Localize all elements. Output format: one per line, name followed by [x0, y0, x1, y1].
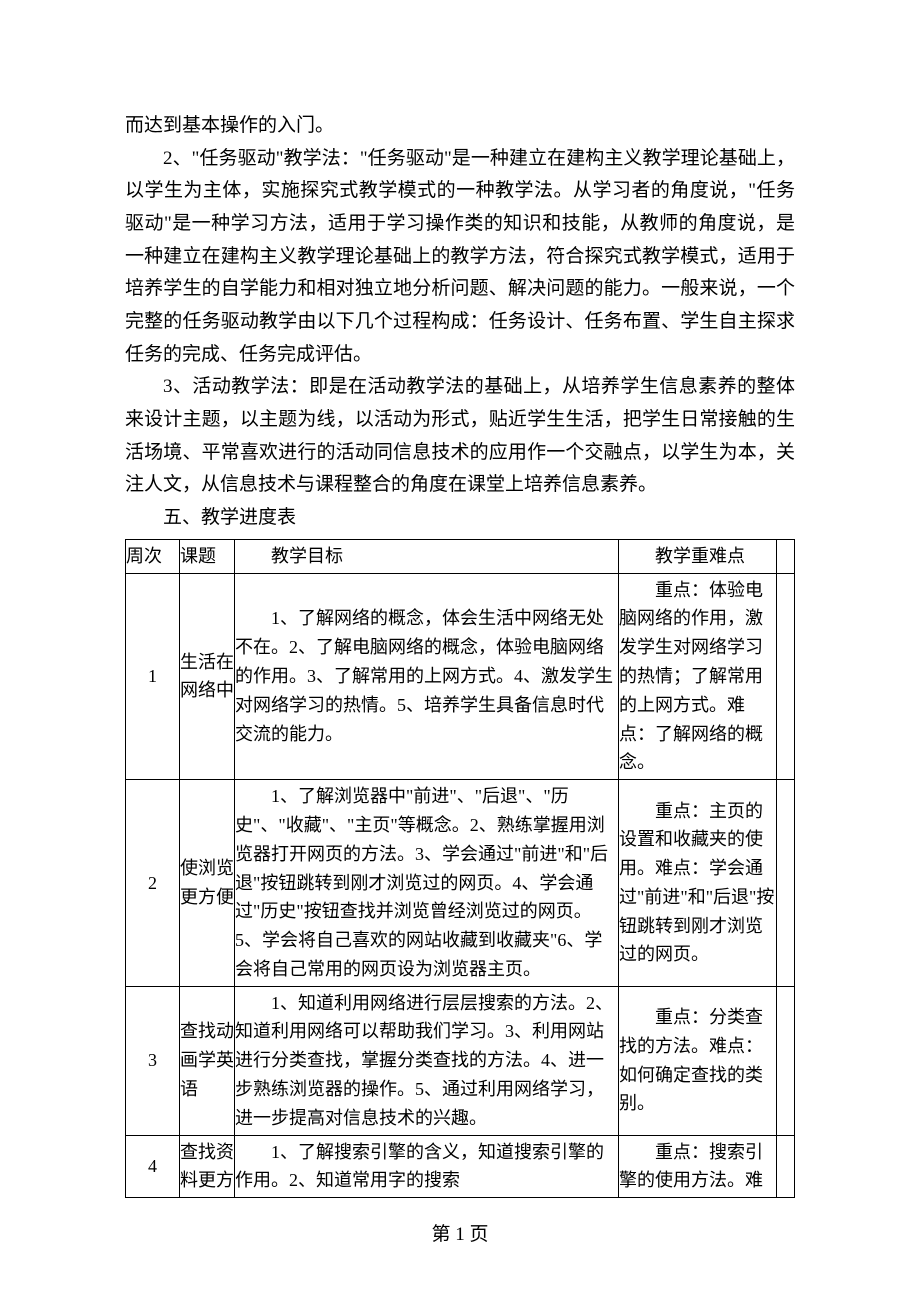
- cell-topic: 查找动画学英语: [180, 986, 235, 1135]
- header-last: [777, 539, 795, 573]
- goal-text: 1、了解浏览器中"前进"、"后退"、"历史"、"收藏"、"主页"等概念。2、熟练…: [235, 782, 618, 984]
- key-text: 重点：搜索引擎的使用方法。难: [619, 1138, 776, 1196]
- table-header-row: 周次 课题 教学目标 教学重难点: [126, 539, 795, 573]
- goal-text: 1、知道利用网络进行层层搜索的方法。2、知道利用网络可以帮助我们学习。3、利用网…: [235, 989, 618, 1133]
- cell-last: [777, 780, 795, 987]
- cell-goal: 1、了解搜索引擎的含义，知道搜索引擎的作用。2、知道常用字的搜索: [235, 1135, 619, 1198]
- table-row: 1 生活在网络中 1、了解网络的概念，体会生活中网络无处不在。2、了解电脑网络的…: [126, 573, 795, 780]
- cell-week: 1: [126, 573, 180, 780]
- section-5-title: 五、教学进度表: [125, 502, 795, 535]
- cell-week: 2: [126, 780, 180, 987]
- cell-topic: 生活在网络中: [180, 573, 235, 780]
- header-topic: 课题: [180, 539, 235, 573]
- schedule-table: 周次 课题 教学目标 教学重难点 1 生活在网络中 1、了解网络的概念，体会生活…: [125, 539, 795, 1199]
- cell-week: 3: [126, 986, 180, 1135]
- table-row: 3 查找动画学英语 1、知道利用网络进行层层搜索的方法。2、知道利用网络可以帮助…: [126, 986, 795, 1135]
- cell-key: 重点：搜索引擎的使用方法。难: [619, 1135, 777, 1198]
- header-key: 教学重难点: [619, 539, 777, 573]
- cell-week: 4: [126, 1135, 180, 1198]
- goal-text: 1、了解搜索引擎的含义，知道搜索引擎的作用。2、知道常用字的搜索: [235, 1138, 618, 1196]
- table-row: 2 使浏览更方便 1、了解浏览器中"前进"、"后退"、"历史"、"收藏"、"主页…: [126, 780, 795, 987]
- table-row: 4 查找资料更方 1、了解搜索引擎的含义，知道搜索引擎的作用。2、知道常用字的搜…: [126, 1135, 795, 1198]
- cell-last: [777, 573, 795, 780]
- cell-goal: 1、了解网络的概念，体会生活中网络无处不在。2、了解电脑网络的概念，体验电脑网络…: [235, 573, 619, 780]
- cell-last: [777, 1135, 795, 1198]
- cell-topic: 查找资料更方: [180, 1135, 235, 1198]
- header-week: 周次: [126, 539, 180, 573]
- cell-key: 重点：主页的设置和收藏夹的使用。难点：学会通过"前进"和"后退"按钮跳转到刚才浏…: [619, 780, 777, 987]
- paragraph-method-2: 2、"任务驱动"教学法："任务驱动"是一种建立在建构主义教学理论基础上，以学生为…: [125, 143, 795, 372]
- key-text: 重点：分类查找的方法。难点：如何确定查找的类别。: [619, 1003, 776, 1118]
- cell-goal: 1、了解浏览器中"前进"、"后退"、"历史"、"收藏"、"主页"等概念。2、熟练…: [235, 780, 619, 987]
- cell-last: [777, 986, 795, 1135]
- key-text: 重点：体验电脑网络的作用，激发学生对网络学习的热情；了解常用的上网方式。难点：了…: [619, 576, 776, 778]
- paragraph-method-3: 3、活动教学法：即是在活动教学法的基础上，从培养学生信息素养的整体来设计主题，以…: [125, 371, 795, 502]
- cell-topic: 使浏览更方便: [180, 780, 235, 987]
- cell-key: 重点：体验电脑网络的作用，激发学生对网络学习的热情；了解常用的上网方式。难点：了…: [619, 573, 777, 780]
- page-footer: 第 1 页: [0, 1219, 920, 1246]
- document-page: 而达到基本操作的入门。 2、"任务驱动"教学法："任务驱动"是一种建立在建构主义…: [0, 0, 920, 1302]
- cell-key: 重点：分类查找的方法。难点：如何确定查找的类别。: [619, 986, 777, 1135]
- goal-text: 1、了解网络的概念，体会生活中网络无处不在。2、了解电脑网络的概念，体验电脑网络…: [235, 604, 618, 748]
- paragraph-continuation: 而达到基本操作的入门。: [125, 110, 795, 143]
- key-text: 重点：主页的设置和收藏夹的使用。难点：学会通过"前进"和"后退"按钮跳转到刚才浏…: [619, 797, 776, 970]
- header-goal: 教学目标: [235, 539, 619, 573]
- cell-goal: 1、知道利用网络进行层层搜索的方法。2、知道利用网络可以帮助我们学习。3、利用网…: [235, 986, 619, 1135]
